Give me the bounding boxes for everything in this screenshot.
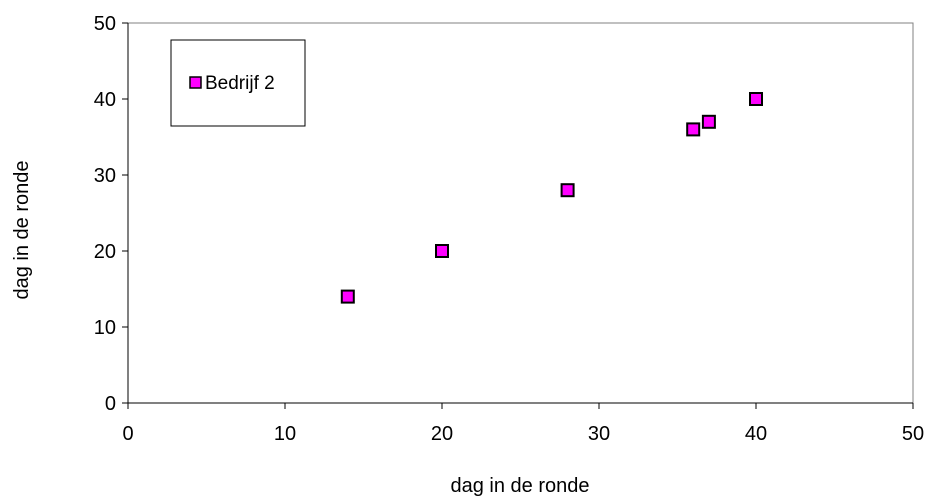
data-points	[340, 92, 763, 304]
x-tick-label: 50	[902, 423, 924, 445]
y-tick-label: 0	[105, 393, 116, 415]
y-tick-label: 30	[94, 165, 116, 187]
x-tick-label: 10	[274, 423, 296, 445]
legend-label: Bedrijf 2	[205, 73, 275, 94]
data-point-square	[686, 122, 701, 137]
x-axis-title: dag in de ronde	[450, 475, 589, 497]
data-point-square	[435, 244, 449, 258]
y-tick-label: 20	[94, 241, 116, 263]
x-tick-label: 20	[431, 423, 453, 445]
legend: Bedrijf 2	[170, 39, 306, 127]
x-tick-label: 40	[745, 423, 767, 445]
data-point-square	[749, 92, 763, 106]
legend-marker-square-icon	[189, 76, 202, 89]
data-point-square	[340, 289, 355, 304]
y-tick-label: 40	[94, 89, 116, 111]
y-axis-title: dag in de ronde	[11, 160, 33, 299]
y-tick-label: 10	[94, 317, 116, 339]
data-point-square	[560, 183, 575, 198]
y-axis-ticks: 0 10 20 30 40 50	[94, 13, 128, 415]
x-axis-ticks: 0 10 20 30 40 50	[122, 403, 924, 445]
x-tick-label: 30	[588, 423, 610, 445]
x-tick-label: 0	[122, 423, 133, 445]
y-tick-label: 50	[94, 13, 116, 35]
data-point-square	[701, 114, 716, 129]
